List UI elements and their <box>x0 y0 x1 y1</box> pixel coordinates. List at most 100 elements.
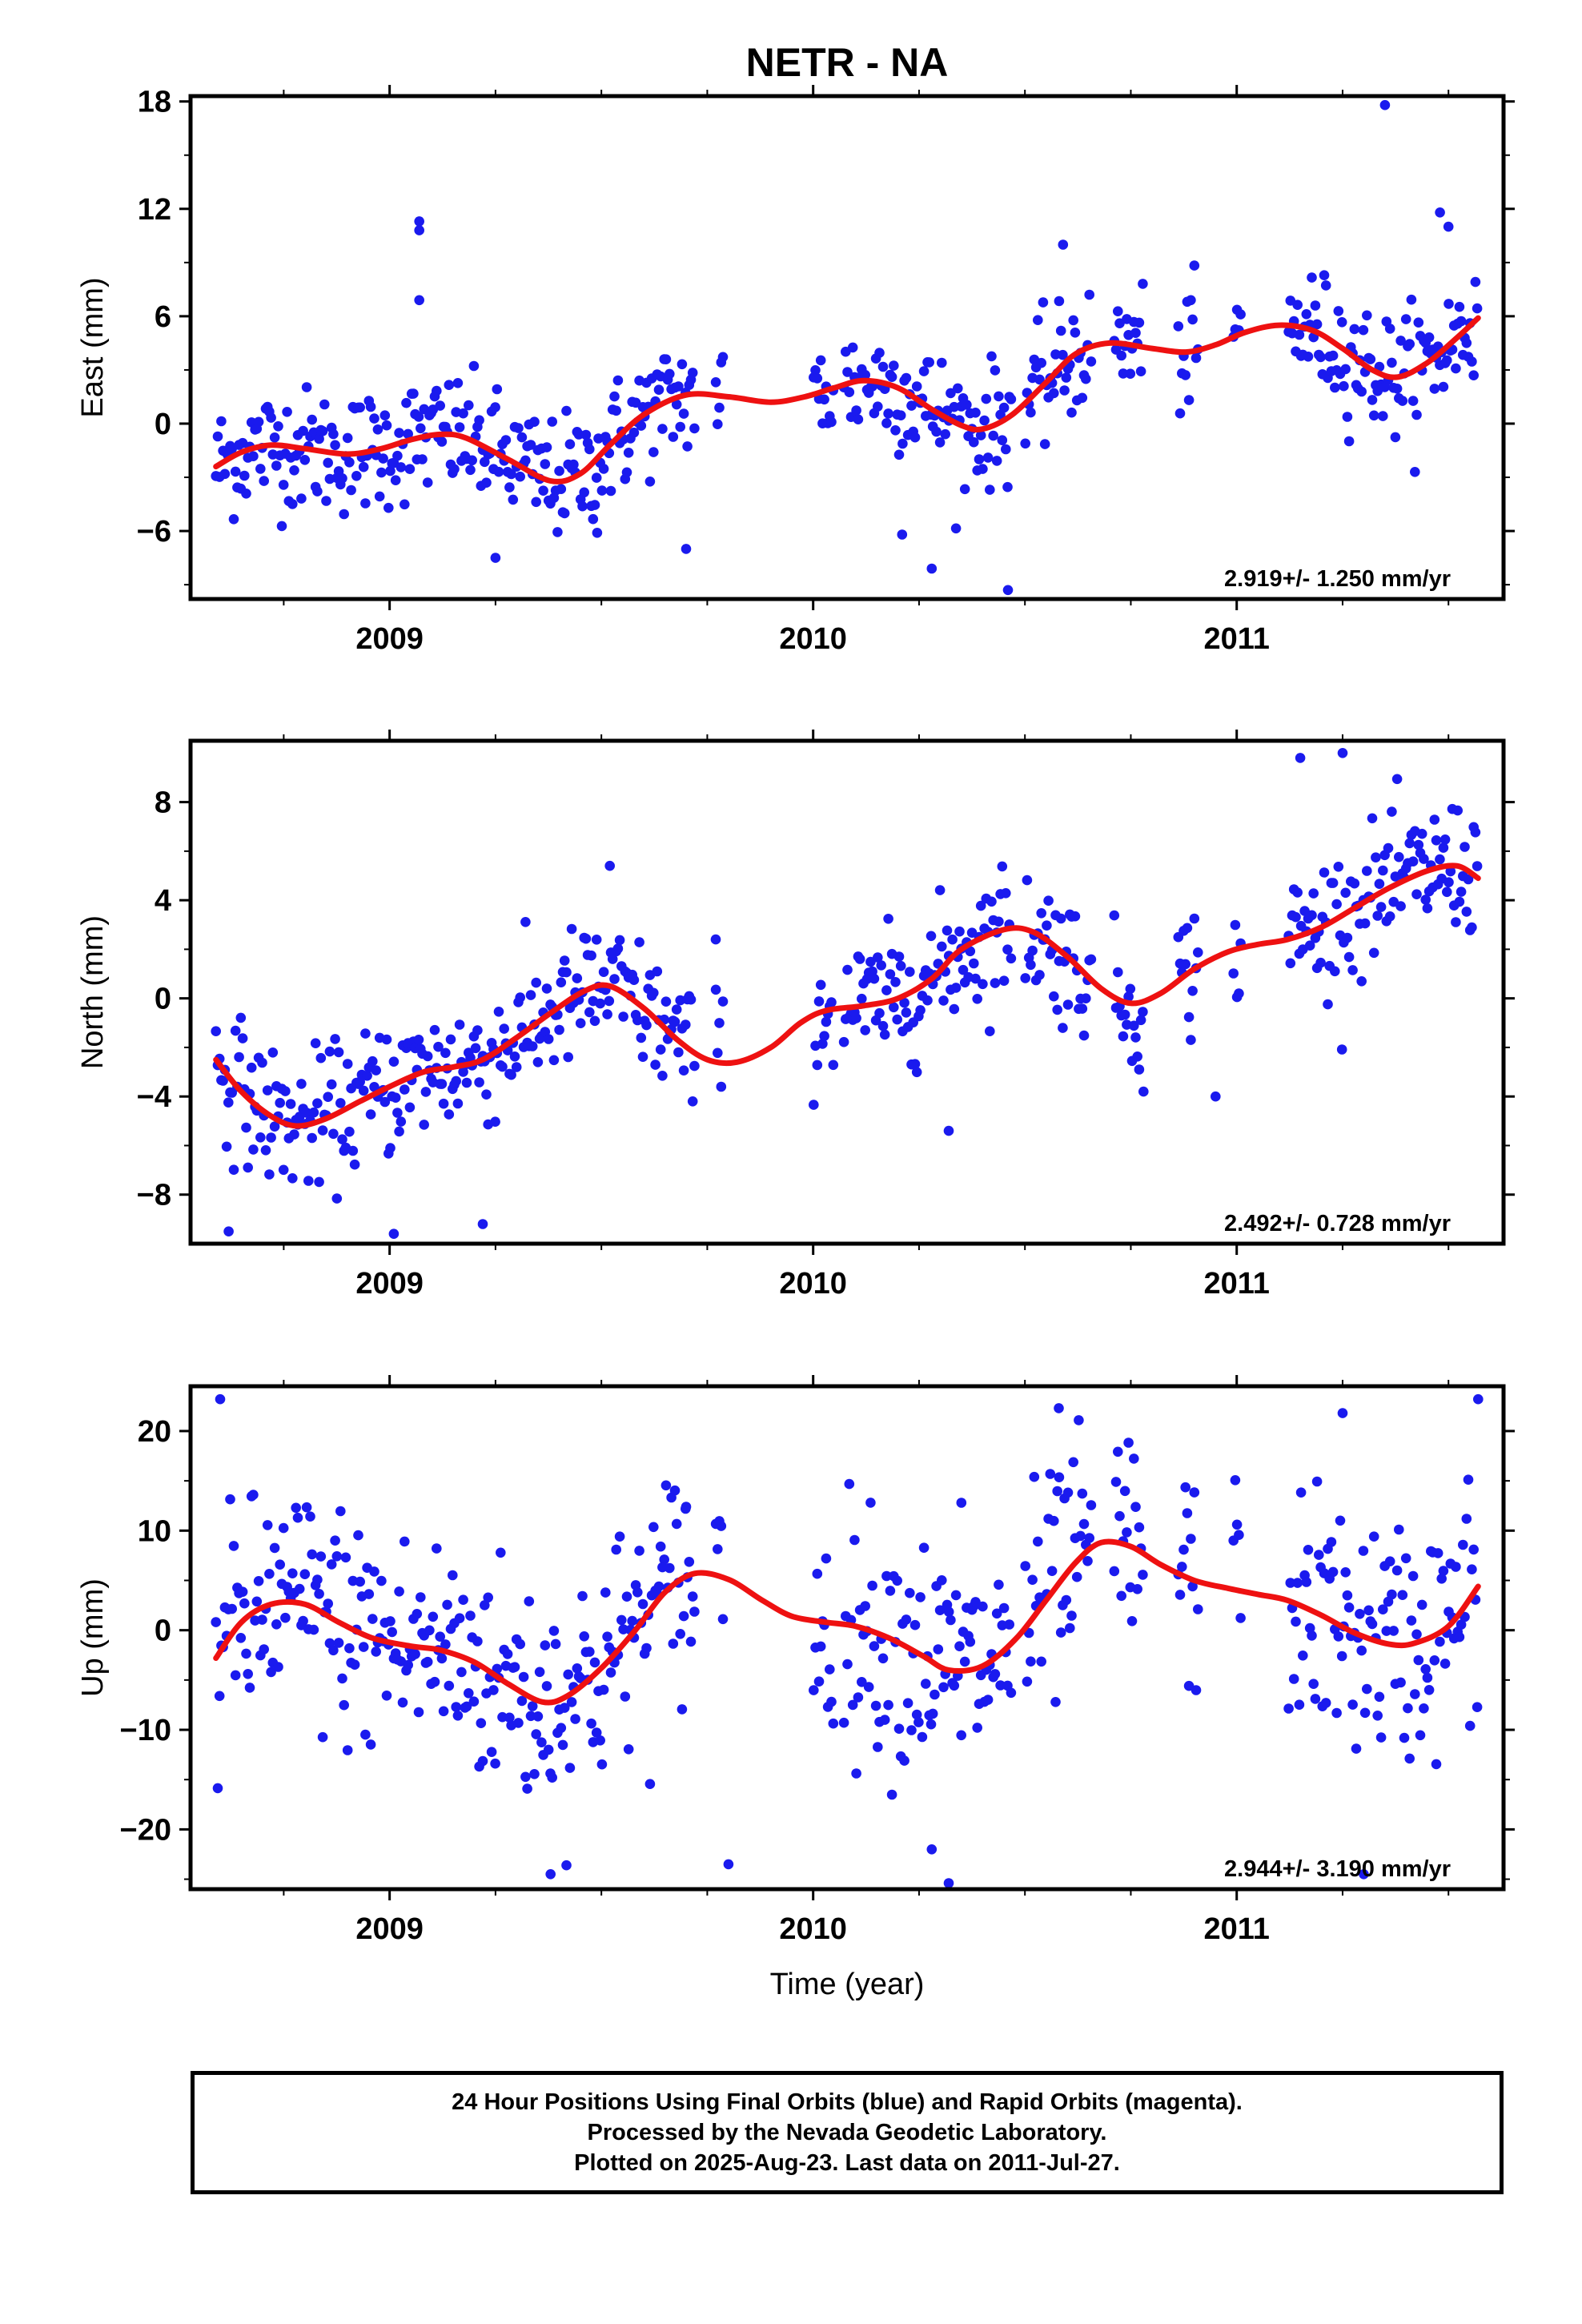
data-point <box>1303 1545 1314 1555</box>
data-point <box>883 1699 893 1711</box>
data-point <box>1004 1619 1014 1630</box>
data-point <box>417 454 428 464</box>
data-point <box>950 983 962 993</box>
data-point <box>821 1016 832 1027</box>
data-point <box>381 1034 392 1045</box>
data-point <box>1061 372 1072 383</box>
data-point <box>1431 835 1442 846</box>
data-point <box>857 1677 867 1687</box>
data-point <box>385 1616 396 1626</box>
data-point <box>714 402 725 413</box>
data-point <box>271 1619 282 1630</box>
data-point <box>873 401 883 412</box>
data-point <box>303 1176 314 1186</box>
data-point <box>628 427 640 438</box>
data-point <box>1359 1707 1371 1719</box>
data-point <box>397 1697 408 1708</box>
data-point <box>235 1633 247 1643</box>
data-point <box>1347 1699 1358 1710</box>
data-point <box>1472 303 1483 314</box>
data-point <box>414 295 424 306</box>
data-point <box>404 464 416 474</box>
data-point <box>390 475 401 485</box>
data-point <box>934 885 946 895</box>
data-point <box>321 496 331 506</box>
data-point <box>1383 842 1394 854</box>
data-point <box>342 1059 353 1069</box>
data-point <box>239 470 250 481</box>
trend-line <box>213 862 1481 1129</box>
data-point <box>860 1601 870 1611</box>
data-point <box>299 455 311 465</box>
data-point <box>212 1783 223 1794</box>
data-point <box>227 1603 238 1614</box>
data-point <box>1065 1622 1075 1634</box>
data-point <box>243 1162 254 1173</box>
data-point <box>266 412 276 423</box>
data-point <box>241 489 251 499</box>
data-point <box>909 432 921 443</box>
data-point <box>432 1543 442 1554</box>
data-point <box>713 1047 723 1059</box>
data-point <box>965 1636 976 1647</box>
data-point <box>710 377 721 388</box>
data-point <box>1343 951 1355 963</box>
data-point <box>905 1587 915 1598</box>
data-point <box>889 360 899 371</box>
data-point <box>1068 315 1078 326</box>
data-point <box>1432 1548 1443 1558</box>
data-point <box>298 425 308 436</box>
data-point <box>367 1055 378 1067</box>
data-point <box>1002 944 1013 955</box>
data-point <box>813 1676 825 1687</box>
data-point <box>1407 1570 1419 1582</box>
data-point <box>819 1031 829 1041</box>
data-point <box>632 1587 643 1598</box>
data-point <box>331 1193 343 1204</box>
data-point <box>1460 842 1470 852</box>
data-point <box>379 1096 391 1108</box>
data-point <box>713 419 723 429</box>
data-point <box>440 1047 451 1059</box>
data-point <box>958 964 969 975</box>
data-point <box>1381 1626 1392 1636</box>
data-point <box>1186 1534 1196 1544</box>
data-point <box>568 459 579 470</box>
data-point <box>1113 306 1123 317</box>
data-point <box>874 1007 885 1019</box>
data-point <box>1439 1659 1451 1669</box>
data-point <box>1182 923 1193 934</box>
data-point <box>1404 838 1415 849</box>
data-point <box>897 438 908 449</box>
data-point <box>390 1092 401 1103</box>
data-point <box>1467 356 1477 367</box>
data-point <box>890 977 901 987</box>
data-point <box>230 466 241 477</box>
data-point <box>1349 324 1360 335</box>
data-point <box>305 1511 315 1522</box>
data-point <box>504 1712 515 1723</box>
data-point <box>678 408 689 419</box>
data-point <box>1081 993 1091 1003</box>
data-point <box>641 1019 652 1031</box>
data-point <box>943 1878 954 1888</box>
data-point <box>289 465 299 476</box>
data-point <box>388 1056 400 1067</box>
data-point <box>559 508 570 519</box>
data-point <box>477 1755 488 1767</box>
data-point <box>921 1679 931 1689</box>
data-point <box>648 447 659 457</box>
data-point <box>490 402 500 412</box>
data-point <box>557 1739 568 1751</box>
data-point <box>870 1700 881 1711</box>
data-point <box>1308 888 1319 899</box>
data-point <box>287 1173 298 1184</box>
data-point <box>365 1109 376 1120</box>
data-point <box>1123 1437 1134 1448</box>
data-point <box>337 1673 347 1684</box>
data-point <box>1365 354 1376 364</box>
data-point <box>307 1132 318 1144</box>
data-point <box>826 997 837 1007</box>
data-point <box>675 1629 685 1639</box>
panel-1: 8 4 0 −4 −8 North (mm) 2009 2010 2011 2.492+/- 0.… <box>76 730 1515 1301</box>
